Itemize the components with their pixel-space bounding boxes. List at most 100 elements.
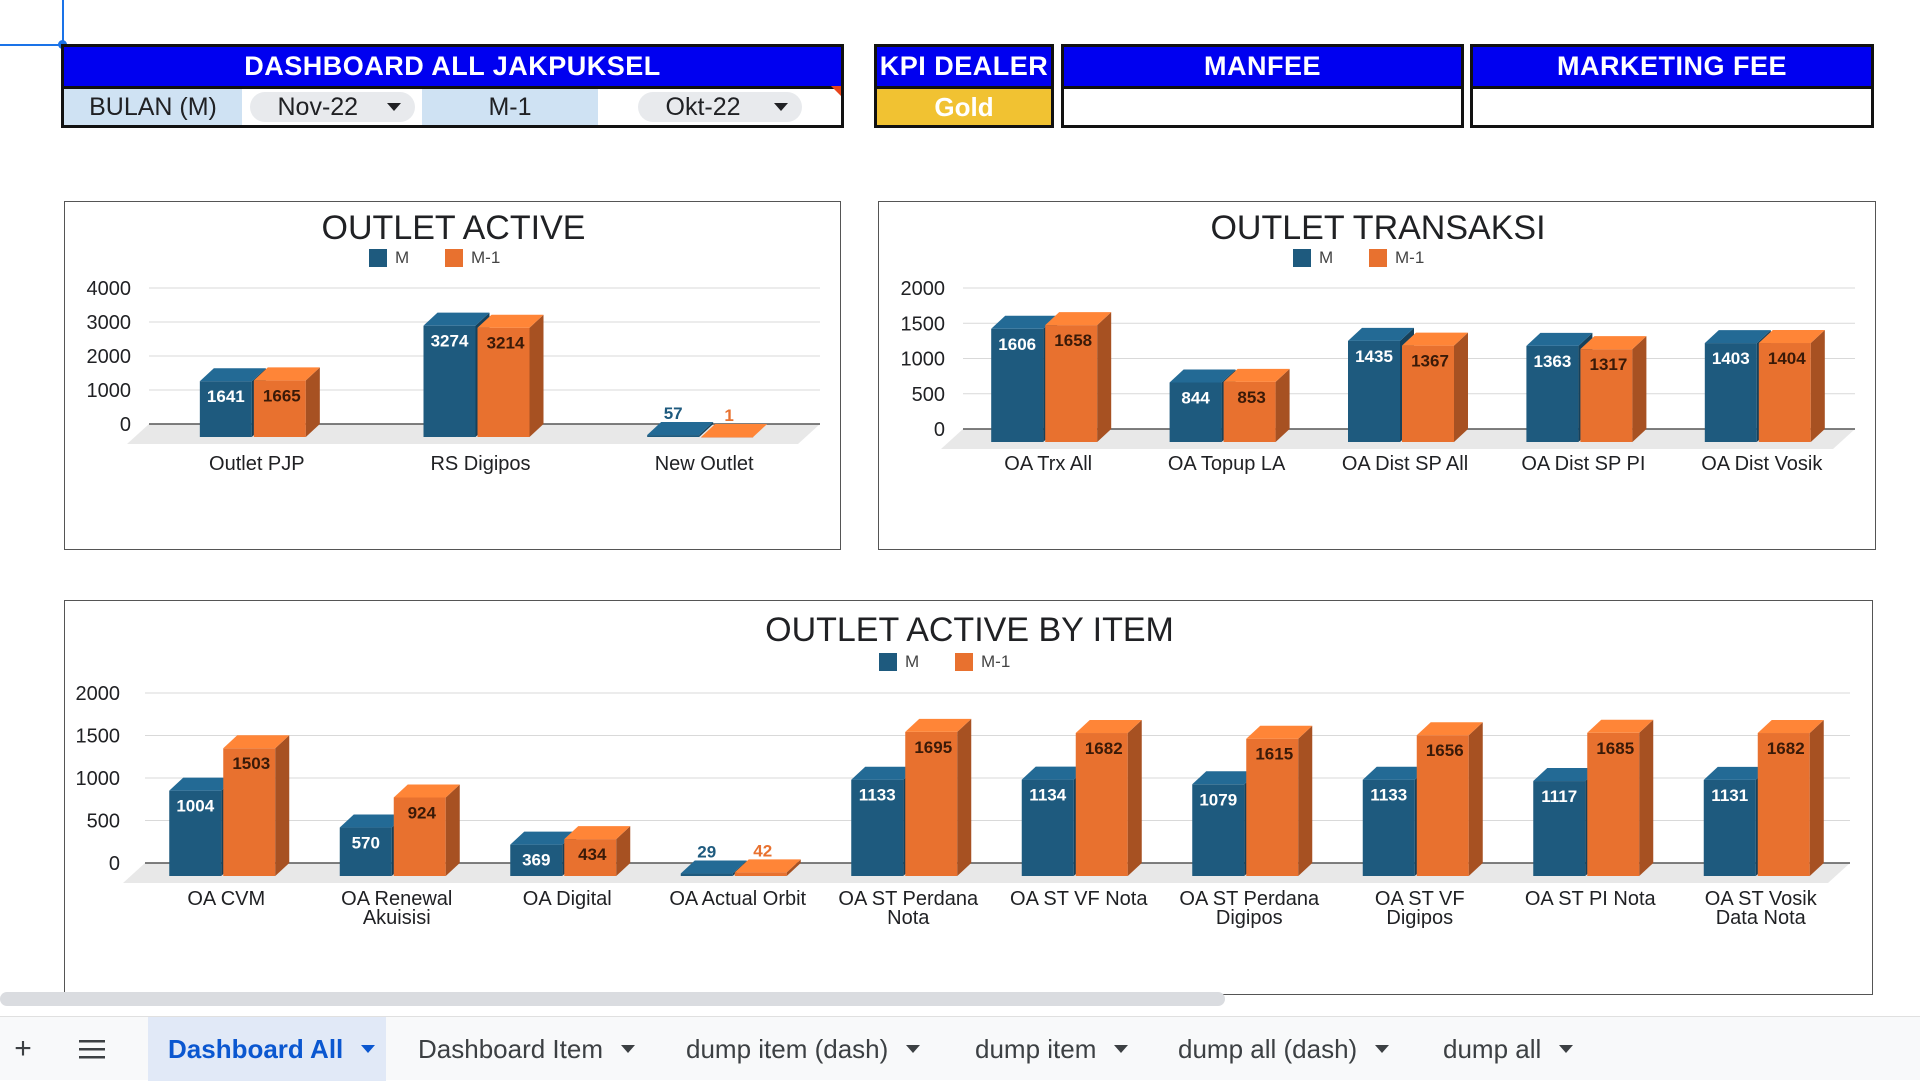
bar-m-2: [647, 435, 700, 437]
y-tick-label: 1500: [901, 313, 946, 335]
bar-m-2: [510, 844, 563, 876]
bar-m-2-top: [510, 831, 577, 845]
tab-dashboard-all[interactable]: Dashboard All: [148, 1017, 386, 1081]
x-category-label: OA ST Vosik: [1705, 888, 1818, 910]
bar-m1-1-top: [477, 314, 544, 328]
bar-m1-2: [1402, 345, 1454, 442]
outlet-active-by-item-chart[interactable]: OUTLET ACTIVE BY ITEM M M-1 0 500 1000 1500 200…: [64, 600, 1873, 995]
tab-label: dump all (dash): [1178, 1033, 1358, 1064]
chevron-down-icon[interactable]: [906, 1045, 921, 1053]
y-tick-label: 4000: [87, 278, 132, 300]
legend-swatch-m-1: [1369, 249, 1387, 267]
bar-m1-5: [1075, 733, 1128, 876]
m1-value: Okt-22: [665, 92, 741, 121]
bar-m-7-top: [1362, 766, 1429, 780]
data-label: 42: [753, 841, 772, 860]
bar-m-3-top: [680, 860, 747, 874]
legend-label-m-1: M-1: [471, 248, 500, 267]
tab-label: dump item: [975, 1033, 1097, 1064]
bar-m1-1: [1223, 381, 1276, 442]
bar-m-2-top: [1348, 327, 1414, 341]
tab-dump-all[interactable]: dump all: [1443, 1017, 1574, 1081]
chevron-down-icon[interactable]: [361, 1045, 376, 1053]
bar-m1-1-top: [1223, 368, 1290, 382]
bar-m-1: [1169, 382, 1222, 442]
bar-m-0-top: [991, 315, 1058, 329]
bar-m1-6-top: [1246, 725, 1313, 739]
legend-swatch-m: [1293, 249, 1311, 267]
y-tick-label: 500: [912, 384, 945, 406]
data-label: 1004: [176, 797, 214, 816]
tab-dump-item[interactable]: dump item: [975, 1017, 1129, 1081]
bulan-value: Nov-22: [277, 92, 359, 121]
tab-dump-all-dash[interactable]: dump all (dash): [1178, 1017, 1390, 1081]
bar-m-3-top: [1526, 332, 1593, 346]
x-category-label: OA CVM: [187, 888, 265, 910]
outlet-transaksi-chart[interactable]: OUTLET TRANSAKSI M M-1 0 500 1000 1500 2000 1606…: [878, 201, 1876, 550]
bar-m1-4-side: [1810, 330, 1825, 442]
bar-m1-0: [223, 748, 276, 876]
bulan-dropdown[interactable]: Nov-22: [249, 92, 415, 122]
tab-dashboard-item[interactable]: Dashboard Item: [418, 1017, 635, 1081]
bar-m-8: [1533, 781, 1586, 876]
bar-m1-9: [1757, 733, 1810, 876]
chevron-down-icon[interactable]: [1375, 1045, 1390, 1053]
data-label: 1503: [232, 754, 270, 773]
bar-m1-0: [253, 380, 306, 437]
outlet-active-by-item-chart-svg: OUTLET ACTIVE BY ITEM M M-1 0 500 1000 1500 200…: [76, 611, 1850, 929]
data-label: 1656: [1426, 741, 1464, 760]
data-label: 1403: [1712, 349, 1750, 368]
data-label: 1367: [1411, 352, 1449, 371]
legend-label-m-1: M-1: [1395, 248, 1424, 267]
chevron-down-icon: [386, 103, 401, 111]
bar-m-1-top: [423, 312, 490, 326]
bar-m-1-top: [339, 814, 406, 828]
m1-dropdown[interactable]: Okt-22: [637, 92, 802, 122]
cell-selection-edge-horizontal: [0, 44, 64, 46]
chevron-down-icon[interactable]: [1114, 1045, 1129, 1053]
x-category-label: RS Digipos: [430, 453, 530, 475]
bar-m1-2-side: [753, 423, 768, 437]
y-tick-label: 1000: [87, 380, 132, 402]
bar-m1-3-side: [1632, 336, 1647, 442]
chevron-down-icon[interactable]: [620, 1045, 635, 1053]
bar-m1-2-top: [1402, 332, 1468, 346]
bar-m-6: [1192, 784, 1245, 876]
x-category-label: Akuisisi: [363, 907, 431, 929]
legend-swatch-m-1: [955, 653, 973, 671]
bar-m-3: [680, 873, 733, 876]
x-category-label: Digipos: [1386, 907, 1453, 929]
data-label: 1606: [998, 335, 1036, 354]
bulan-cell: Nov-22: [242, 92, 422, 122]
outlet-active-chart[interactable]: OUTLET ACTIVE M M-1 0 1000 2000 3000 4000 1641 16…: [64, 201, 841, 550]
bar-m1-4: [905, 731, 958, 876]
data-label: 1665: [263, 386, 301, 405]
x-category-label: Data Nota: [1716, 907, 1807, 929]
menu-icon[interactable]: [74, 1017, 110, 1081]
dashboard-header: DASHBOARD ALL JAKPUKSEL BULAN (M) Nov-22…: [61, 44, 844, 128]
data-label: 1079: [1199, 790, 1237, 809]
dashboard-title: DASHBOARD ALL JAKPUKSEL: [64, 47, 841, 89]
bar-m1-4-top: [1758, 330, 1825, 344]
data-label: 3214: [487, 334, 525, 353]
bar-m-0-top: [199, 368, 266, 382]
chevron-down-icon[interactable]: [1559, 1045, 1574, 1053]
plus-icon[interactable]: +: [14, 1032, 32, 1065]
data-label: 57: [664, 404, 683, 423]
x-category-label: Nota: [887, 907, 930, 929]
data-label: 1641: [207, 387, 245, 406]
data-label: 1363: [1533, 352, 1571, 371]
bar-m1-6: [1246, 738, 1299, 876]
tab-label: Dashboard Item: [418, 1033, 603, 1064]
bar-m1-0-side: [1097, 312, 1112, 442]
bar-m-9: [1703, 779, 1756, 876]
y-tick-label: 2000: [76, 683, 121, 705]
kpi-dealer-title: KPI DEALER: [877, 47, 1051, 89]
bar-m-1: [339, 827, 392, 876]
bar-m1-1: [477, 327, 530, 437]
comment-indicator-icon: [831, 86, 841, 96]
legend-swatch-m: [369, 249, 387, 267]
tab-dump-item-dash[interactable]: dump item (dash): [686, 1017, 921, 1081]
horizontal-scrollbar[interactable]: [0, 992, 1225, 1006]
bar-m1-0-top: [223, 735, 290, 749]
